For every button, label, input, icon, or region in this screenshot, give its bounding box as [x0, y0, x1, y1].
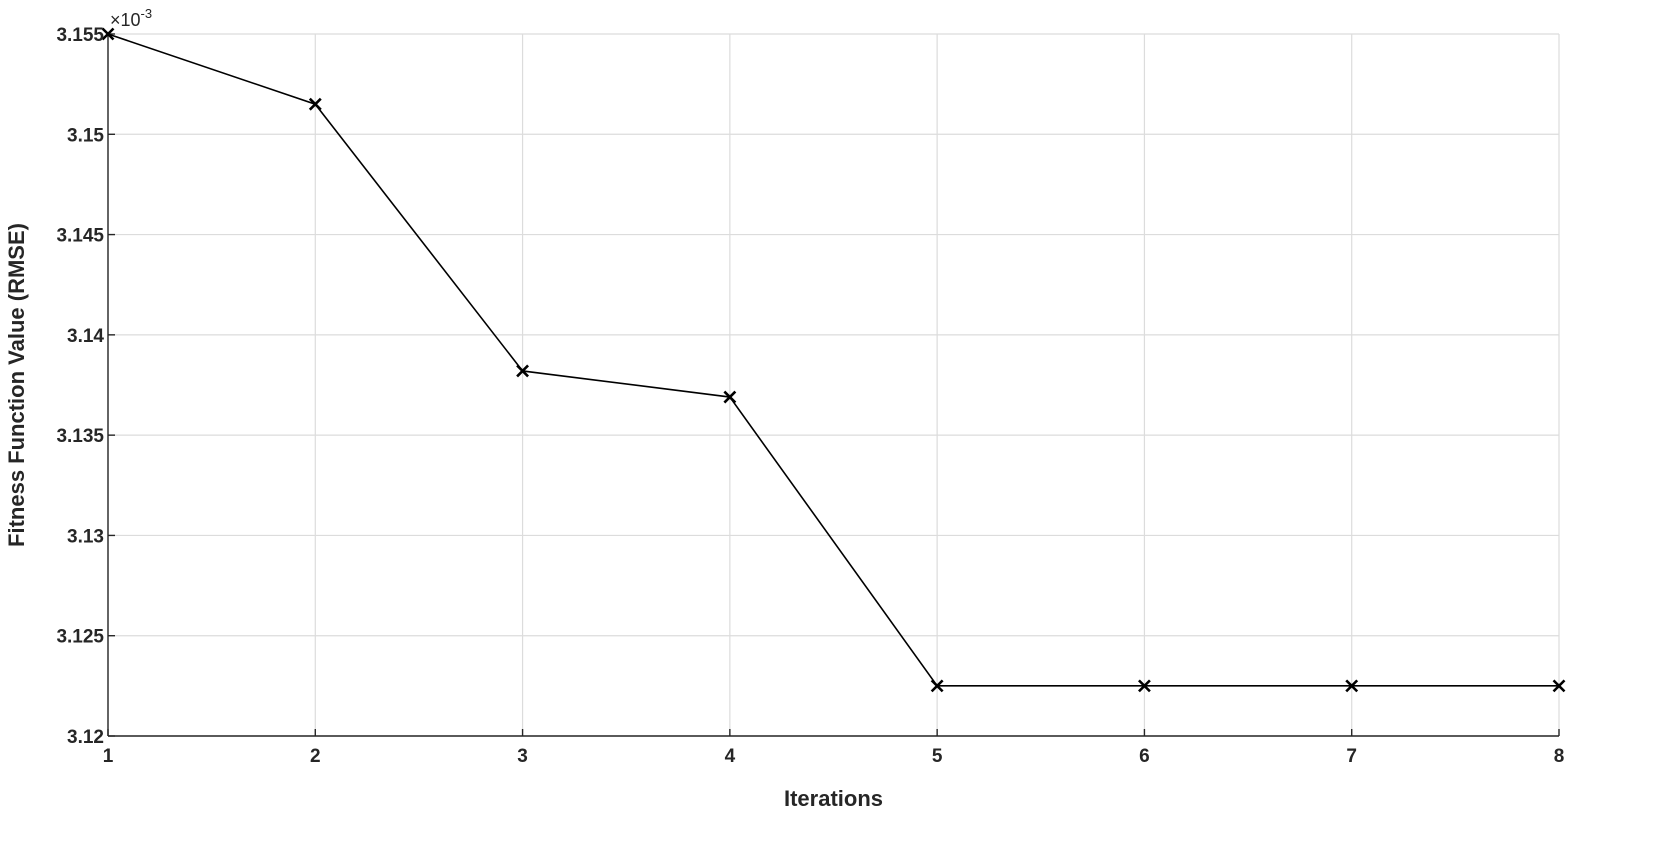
x-tick-label: 4 [725, 746, 736, 767]
data-point-marker [1345, 679, 1359, 693]
x-axis-label: Iterations [784, 786, 883, 811]
x-tick-label: 7 [1346, 746, 1357, 767]
y-tick-label: 3.125 [56, 627, 104, 648]
data-point-marker [1138, 679, 1151, 693]
x-tick-label: 2 [310, 746, 321, 767]
y-exponent-power: -3 [141, 6, 153, 21]
data-point-marker [308, 97, 322, 111]
data-point-marker [930, 679, 944, 693]
x-tick-label: 3 [517, 746, 528, 767]
y-tick-label: 3.15 [67, 125, 104, 146]
x-tick-label: 5 [932, 746, 943, 767]
x-tick-label: 8 [1554, 746, 1565, 767]
x-tick-label: 6 [1139, 746, 1150, 767]
y-axis-label: Fitness Function Value (RMSE) [4, 223, 29, 547]
axes [107, 33, 1560, 737]
y-tick-label: 3.14 [67, 326, 104, 347]
x-tick-label: 1 [103, 746, 114, 767]
data-point-marker [101, 27, 115, 41]
grid [107, 33, 1560, 737]
data-point-marker [723, 390, 737, 404]
y-exponent-label: ×10-3 [110, 6, 152, 30]
y-tick-label: 3.13 [67, 526, 104, 547]
y-exponent-base: ×10 [110, 10, 141, 30]
y-tick-label: 3.135 [56, 426, 104, 447]
series-line [107, 33, 1559, 687]
y-tick-label: 3.145 [56, 226, 104, 247]
tick-labels: 1 2 3 4 5 6 7 8 3.12 3.125 3.13 3.135 3.14 3.145 3.15 3… [56, 25, 1564, 767]
data-point-marker [516, 364, 529, 378]
data-point-marker [1552, 679, 1566, 693]
y-tick-label: 3.12 [67, 727, 104, 748]
series [101, 27, 1566, 693]
y-tick-label: 3.155 [56, 25, 104, 46]
